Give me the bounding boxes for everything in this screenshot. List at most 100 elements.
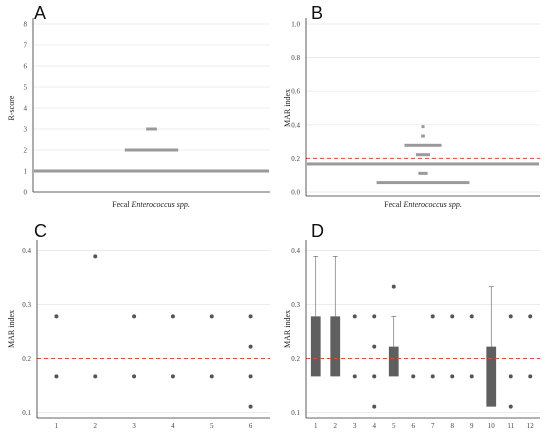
panel-c-xtick-label: 1 xyxy=(55,422,59,430)
panel-c-point xyxy=(248,344,253,349)
panel-c-point xyxy=(209,314,214,319)
panel-a-yticks: 0 1 2 3 4 5 6 7 8 xyxy=(24,21,28,197)
panel-a-bin-bar xyxy=(146,127,157,131)
panel-c-point xyxy=(132,314,137,319)
panel-c-point xyxy=(170,374,175,379)
panel-d-ytick-label: 0.3 xyxy=(291,301,300,309)
panel-d-point xyxy=(372,374,377,379)
panel-c: C MAR index 0.1 0.2 0.3 0.4 1 2 3 4 5 6 xyxy=(7,221,270,430)
panel-d-box xyxy=(330,316,341,377)
panel-d-xtick-label: 11 xyxy=(507,422,514,430)
panel-a-ytick-label: 0 xyxy=(24,189,28,197)
panel-b-marks xyxy=(306,125,540,185)
panel-d-ytick-label: 0.1 xyxy=(291,409,300,417)
panel-d-point xyxy=(411,374,416,379)
panel-d-ytick-label: 0.4 xyxy=(291,247,300,255)
panel-b-ytick-label: 0.2 xyxy=(291,155,300,163)
panel-b-bin-bar xyxy=(376,181,470,185)
panel-d-marks xyxy=(306,256,540,409)
panel-a-ytick-label: 1 xyxy=(24,168,28,176)
panel-b-bin-bar xyxy=(404,143,442,147)
panel-d-grid xyxy=(306,250,540,413)
panel-d-point xyxy=(469,314,474,319)
panel-b-ytick-label: 0.6 xyxy=(291,88,300,96)
panel-c-xtick-label: 4 xyxy=(171,422,175,430)
panel-d-point xyxy=(508,374,513,379)
panel-b-yticks: 0.0 0.2 0.4 0.6 0.8 1.0 xyxy=(291,21,300,197)
panel-b-ytick-label: 0.8 xyxy=(291,54,300,62)
panel-d-point xyxy=(508,314,513,319)
panel-b-bin-bar xyxy=(307,162,539,166)
panel-d-xtick-label: 4 xyxy=(373,422,377,430)
panel-letter-b: B xyxy=(311,3,323,23)
panel-d-point xyxy=(508,404,513,409)
panel-b-bin-bar xyxy=(416,153,430,157)
panel-d-point xyxy=(372,314,377,319)
panel-c-point xyxy=(93,374,98,379)
panel-c-grid xyxy=(37,250,270,413)
panel-d-ylabel: MAR index xyxy=(283,310,292,348)
panel-d-point xyxy=(450,314,455,319)
panel-d-xtick-label: 9 xyxy=(470,422,474,430)
panel-a-ytick-label: 7 xyxy=(24,42,28,50)
panel-c-xtick-label: 3 xyxy=(132,422,136,430)
panel-b-xlabel: Fecal Enterococcus spp. xyxy=(384,200,462,209)
panel-a-ytick-label: 8 xyxy=(24,21,28,29)
panel-a-xlabel: Fecal Enterococcus spp. xyxy=(112,200,190,209)
panel-d-xtick-label: 3 xyxy=(353,422,357,430)
panel-d-xtick-label: 2 xyxy=(334,422,338,430)
panel-a-bin-bar xyxy=(124,148,179,152)
panel-letter-d: D xyxy=(311,221,324,241)
panel-d-point xyxy=(372,344,377,349)
panel-c-xtick-label: 2 xyxy=(94,422,98,430)
panel-d-point xyxy=(430,374,435,379)
panel-b-grid xyxy=(306,23,540,193)
panel-c-point xyxy=(54,374,59,379)
panel-letter-c: C xyxy=(34,221,47,241)
panel-a-grid xyxy=(33,23,270,193)
panel-c-point xyxy=(209,374,214,379)
panel-c-point xyxy=(54,314,59,319)
panel-d-ticks: 0.10.20.30.41 2 3 4 5 6 7 8 9 10 11 12 xyxy=(291,247,534,430)
panel-c-point xyxy=(248,374,253,379)
panel-letter-a: A xyxy=(34,3,46,23)
panel-d-point xyxy=(352,314,357,319)
panel-b-ytick-label: 0.4 xyxy=(291,121,300,129)
panel-a: A R-score Fecal Enterococcus spp. 0 1 2 3 4 5… xyxy=(7,3,270,209)
panel-c-ytick-label: 0.1 xyxy=(22,409,31,417)
panel-d-box xyxy=(388,346,399,377)
panel-a-marks xyxy=(34,127,269,173)
panel-c-point xyxy=(248,314,253,319)
panel-c-point xyxy=(248,404,253,409)
panel-d-point xyxy=(450,374,455,379)
panel-a-ytick-label: 3 xyxy=(24,126,28,134)
panel-c-ytick-label: 0.4 xyxy=(22,247,31,255)
panel-b-bin-bar xyxy=(418,171,428,175)
panel-c-xtick-label: 5 xyxy=(210,422,214,430)
panel-c-point xyxy=(93,254,98,259)
panel-d-xtick-label: 8 xyxy=(451,422,455,430)
panel-d-xtick-label: 1 xyxy=(314,422,318,430)
panel-b-ylabel: MAR index xyxy=(283,89,292,127)
panel-b-bin-bar xyxy=(421,125,425,129)
panel-d-point xyxy=(469,374,474,379)
panel-c-point xyxy=(132,374,137,379)
panel-b: B MAR index Fecal Enterococcus spp. 0.00… xyxy=(283,3,540,209)
panel-c-xtick-label: 6 xyxy=(249,422,253,430)
panel-a-ylabel: R-score xyxy=(7,95,16,120)
panel-c-point xyxy=(170,314,175,319)
panel-d-point xyxy=(372,404,377,409)
panel-c-ytick-label: 0.3 xyxy=(22,301,31,309)
panel-c-ytick-label: 0.2 xyxy=(22,355,31,363)
panel-d-box xyxy=(486,346,497,407)
panel-d-point xyxy=(352,374,357,379)
panel-b-bin-bar xyxy=(421,134,425,138)
panel-d-xtick-label: 7 xyxy=(431,422,435,430)
panel-d-point xyxy=(391,284,396,289)
panel-d-xtick-label: 12 xyxy=(527,422,535,430)
panel-b-ytick-label: 1.0 xyxy=(291,21,300,29)
panel-d-box xyxy=(310,316,321,377)
panel-d-point xyxy=(430,314,435,319)
panel-c-marks xyxy=(37,254,270,409)
